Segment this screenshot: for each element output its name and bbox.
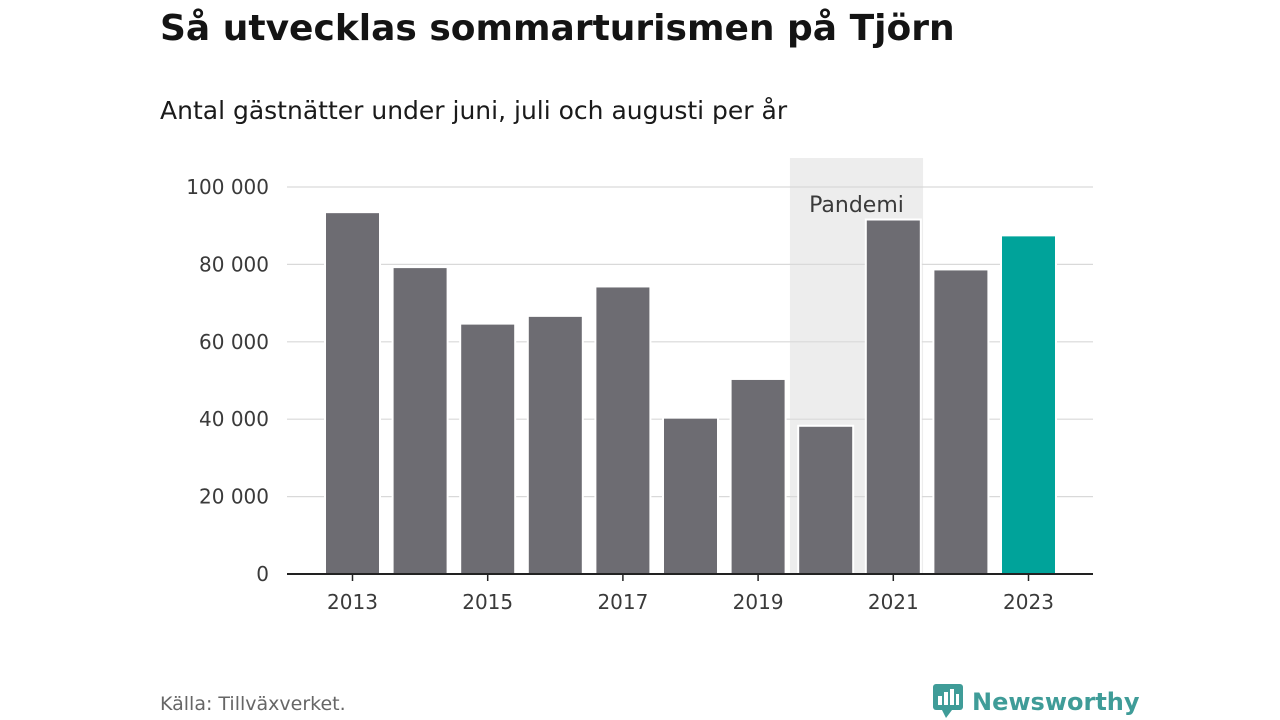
x-tick-label: 2023 — [1003, 590, 1054, 614]
x-tick-label: 2013 — [327, 590, 378, 614]
bar-2020 — [797, 424, 855, 575]
bar-2015 — [459, 322, 517, 575]
x-tick-label: 2017 — [597, 590, 648, 614]
x-tick-label: 2019 — [733, 590, 784, 614]
y-tick-label: 0 — [256, 562, 269, 586]
x-tick-label: 2021 — [868, 590, 919, 614]
bar-2019 — [729, 377, 787, 575]
x-tick-label: 2015 — [462, 590, 513, 614]
y-tick-label: 40 000 — [199, 407, 269, 431]
source-note: Källa: Tillväxverket. — [160, 693, 346, 715]
y-tick-label: 20 000 — [199, 485, 269, 509]
pandemic-band-label: Pandemi — [809, 193, 904, 218]
brand-name: Newsworthy — [972, 688, 1140, 716]
bar-2014 — [391, 266, 449, 575]
bar-2023 — [1000, 234, 1057, 575]
y-tick-label: 80 000 — [199, 252, 269, 276]
bars-layer — [324, 211, 1057, 576]
axes-layer — [287, 573, 1093, 581]
bar-2018 — [662, 416, 719, 576]
bar-2017 — [594, 285, 652, 575]
labels-layer: Pandemi 0 20 000 40 000 60 000 80 000 100 000 2… — [186, 175, 1054, 614]
y-tick-label: 100 000 — [186, 175, 269, 199]
bar-2021 — [864, 218, 922, 575]
newsworthy-logo-icon — [933, 684, 963, 718]
bar-2022 — [932, 268, 990, 575]
chart-subtitle: Antal gästnätter under juni, juli och au… — [160, 96, 788, 125]
chart-title: Så utvecklas sommarturismen på Tjörn — [160, 8, 955, 49]
brand-logo: Newsworthy — [933, 684, 1140, 720]
bar-2016 — [526, 314, 584, 575]
y-tick-label: 60 000 — [199, 330, 269, 354]
bar-2013 — [324, 211, 381, 575]
